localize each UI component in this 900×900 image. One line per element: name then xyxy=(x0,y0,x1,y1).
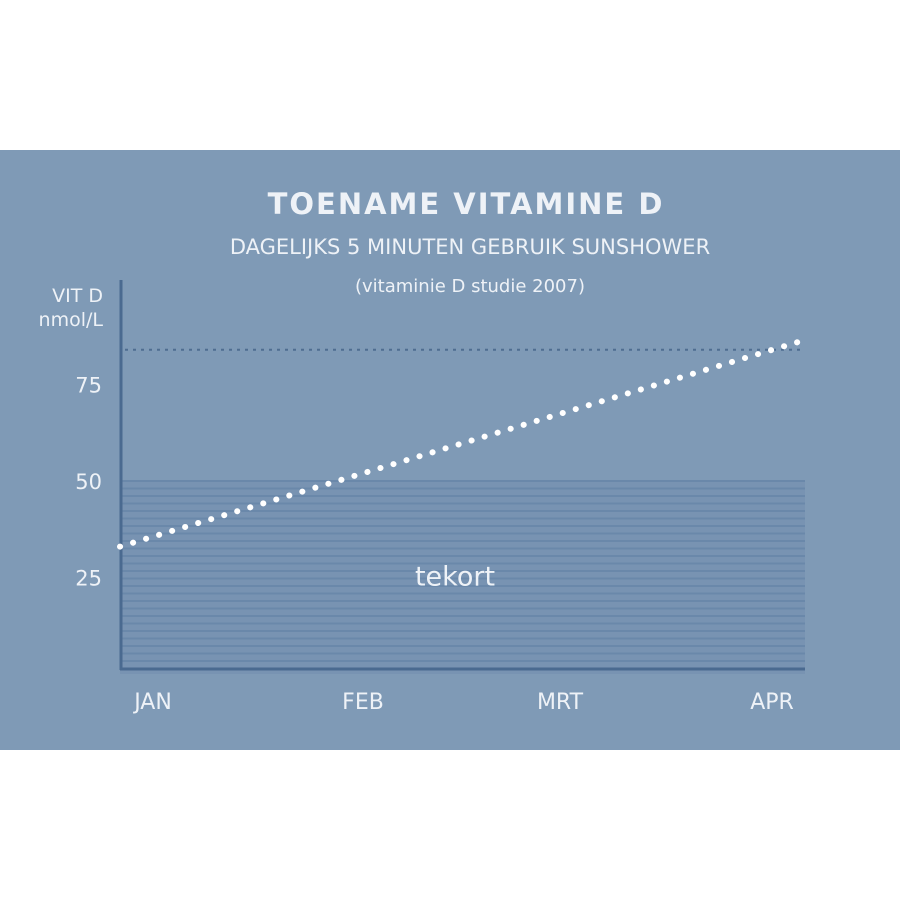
tekort-band xyxy=(120,480,805,674)
x-tick-label: MRT xyxy=(537,690,584,715)
y-tick-label: 75 xyxy=(75,374,102,398)
chart-title: TOENAME VITAMINE D xyxy=(268,187,665,221)
y-tick-label: 25 xyxy=(75,567,102,591)
x-tick-label: FEB xyxy=(342,690,384,715)
series-line xyxy=(117,339,801,550)
x-tick-label: JAN xyxy=(132,690,172,715)
chart-panel: TOENAME VITAMINE D DAGELIJKS 5 MINUTEN G… xyxy=(0,150,900,750)
y-axis-label-2: nmol/L xyxy=(39,309,104,331)
x-tick-label: APR xyxy=(750,690,794,715)
y-axis-label-1: VIT D xyxy=(52,285,103,307)
tekort-label: tekort xyxy=(415,562,495,593)
chart-svg: TOENAME VITAMINE D DAGELIJKS 5 MINUTEN G… xyxy=(39,187,805,715)
chart-subtitle: DAGELIJKS 5 MINUTEN GEBRUIK SUNSHOWER xyxy=(230,235,710,259)
y-tick-label: 50 xyxy=(75,470,102,494)
chart-note: (vitaminie D studie 2007) xyxy=(355,276,585,297)
